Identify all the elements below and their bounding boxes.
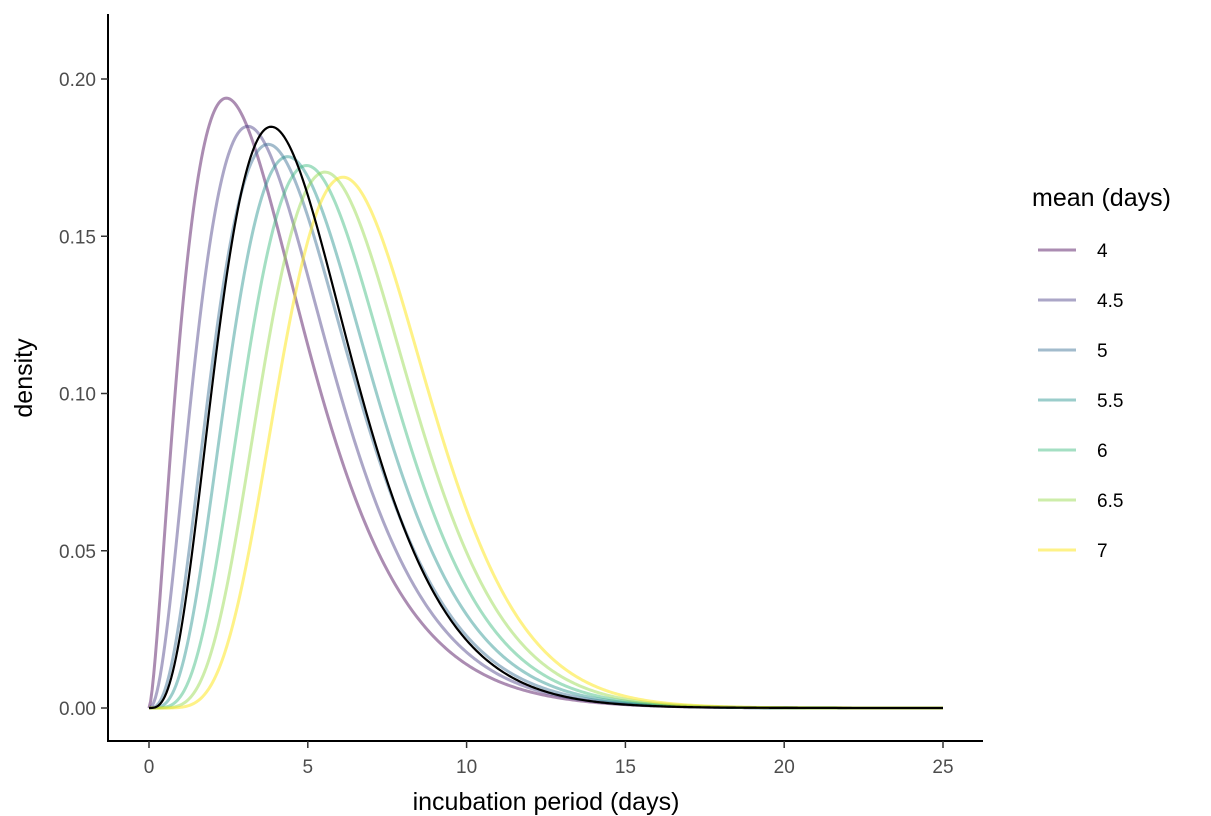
- x-ticks: 0 5 10 15 20 25: [144, 741, 954, 778]
- x-axis-title: incubation period (days): [413, 788, 680, 816]
- y-axis-title: density: [10, 338, 38, 418]
- y-tick-label: 0.05: [59, 542, 96, 563]
- highlight-layer: [148, 125, 943, 710]
- legend-label: 5: [1097, 341, 1108, 362]
- legend-item-7: 7: [1038, 541, 1108, 562]
- legend-item-5.5: 5.5: [1038, 391, 1123, 412]
- x-tick-label: 20: [774, 757, 795, 778]
- legend-item-6: 6: [1038, 441, 1108, 462]
- series-line-mean-5: [148, 142, 943, 710]
- series-line-mean-4.5: [148, 124, 943, 710]
- legend-label: 5.5: [1097, 391, 1123, 412]
- legend-label: 4: [1097, 241, 1108, 262]
- x-tick-label: 0: [144, 757, 155, 778]
- y-tick-label: 0.20: [59, 70, 96, 91]
- y-tick-label: 0.10: [59, 385, 96, 406]
- legend-item-6.5: 6.5: [1038, 491, 1123, 512]
- legend-item-4: 4: [1038, 241, 1108, 262]
- highlight-line: [148, 125, 943, 710]
- legend-label: 6: [1097, 441, 1108, 462]
- legend-label: 7: [1097, 541, 1108, 562]
- y-ticks: 0.00 0.05 0.10 0.15 0.20: [59, 70, 108, 720]
- x-tick-label: 10: [456, 757, 477, 778]
- series-layer: [147, 96, 943, 710]
- legend-item-5: 5: [1038, 341, 1108, 362]
- y-tick-label: 0.15: [59, 227, 96, 248]
- legend: mean (days) 4 4.5 5 5.5 6 6.5 7: [1032, 184, 1171, 562]
- legend-title: mean (days): [1032, 184, 1171, 212]
- x-tick-label: 5: [303, 757, 314, 778]
- legend-items: 4 4.5 5 5.5 6 6.5 7: [1038, 241, 1123, 562]
- legend-item-4.5: 4.5: [1038, 291, 1123, 312]
- series-line-mean-4: [147, 96, 943, 710]
- x-tick-label: 25: [932, 757, 953, 778]
- legend-label: 4.5: [1097, 291, 1123, 312]
- x-tick-label: 15: [615, 757, 636, 778]
- legend-label: 6.5: [1097, 491, 1123, 512]
- series-line-mean-5.5: [149, 155, 943, 710]
- y-tick-label: 0.00: [59, 699, 96, 720]
